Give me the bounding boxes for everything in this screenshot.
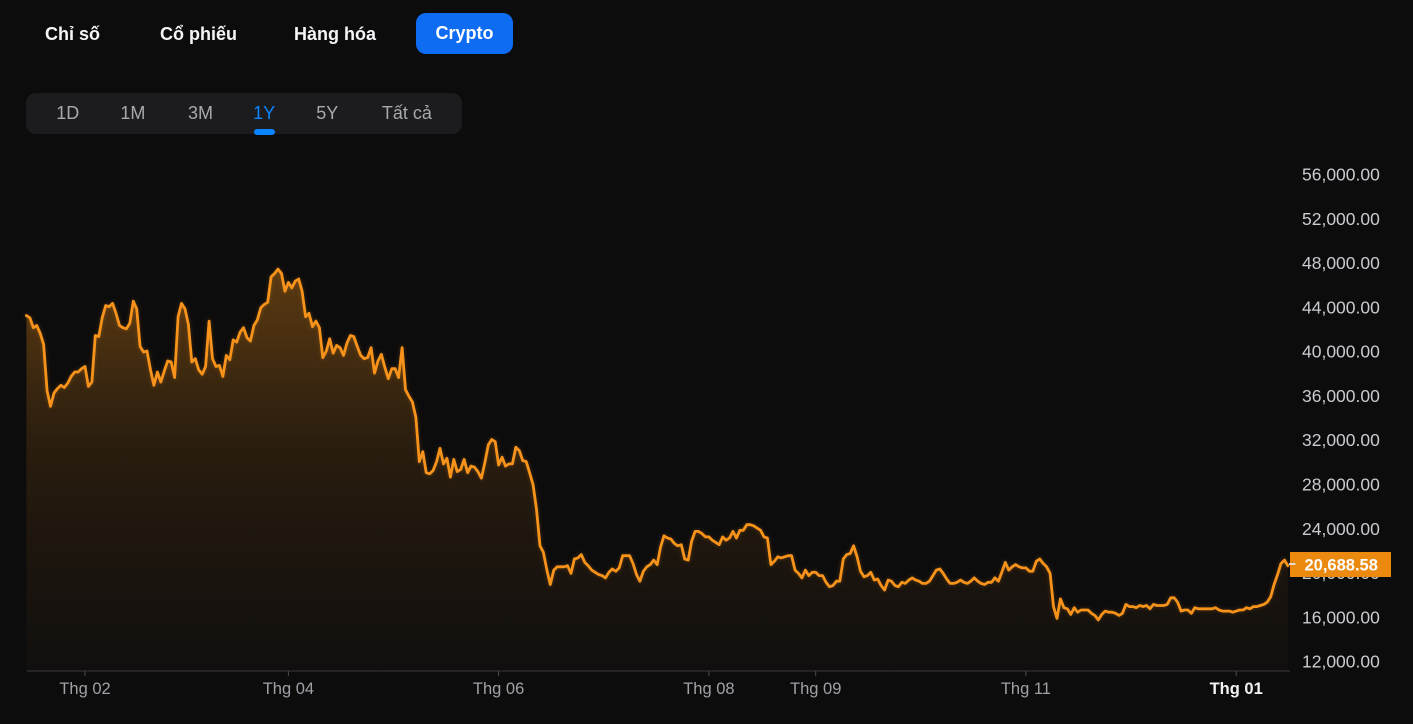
svg-text:44,000.00: 44,000.00 [1302, 297, 1380, 317]
svg-text:Thg 01: Thg 01 [1210, 680, 1263, 698]
svg-text:12,000.00: 12,000.00 [1302, 652, 1380, 672]
svg-text:24,000.00: 24,000.00 [1302, 519, 1380, 539]
svg-text:16,000.00: 16,000.00 [1302, 607, 1380, 627]
svg-text:28,000.00: 28,000.00 [1302, 475, 1380, 495]
svg-text:36,000.00: 36,000.00 [1302, 386, 1380, 406]
svg-text:Thg 09: Thg 09 [790, 680, 841, 698]
svg-text:52,000.00: 52,000.00 [1302, 209, 1380, 229]
svg-text:20,688.58: 20,688.58 [1305, 557, 1378, 575]
svg-text:Thg 11: Thg 11 [1001, 680, 1051, 698]
svg-text:40,000.00: 40,000.00 [1302, 342, 1380, 362]
svg-text:32,000.00: 32,000.00 [1302, 430, 1380, 450]
svg-text:48,000.00: 48,000.00 [1302, 253, 1380, 273]
svg-text:Thg 02: Thg 02 [59, 680, 110, 698]
svg-text:Thg 06: Thg 06 [473, 680, 524, 698]
svg-text:Thg 04: Thg 04 [263, 680, 314, 698]
svg-text:56,000.00: 56,000.00 [1302, 165, 1380, 185]
svg-text:Thg 08: Thg 08 [683, 680, 734, 698]
